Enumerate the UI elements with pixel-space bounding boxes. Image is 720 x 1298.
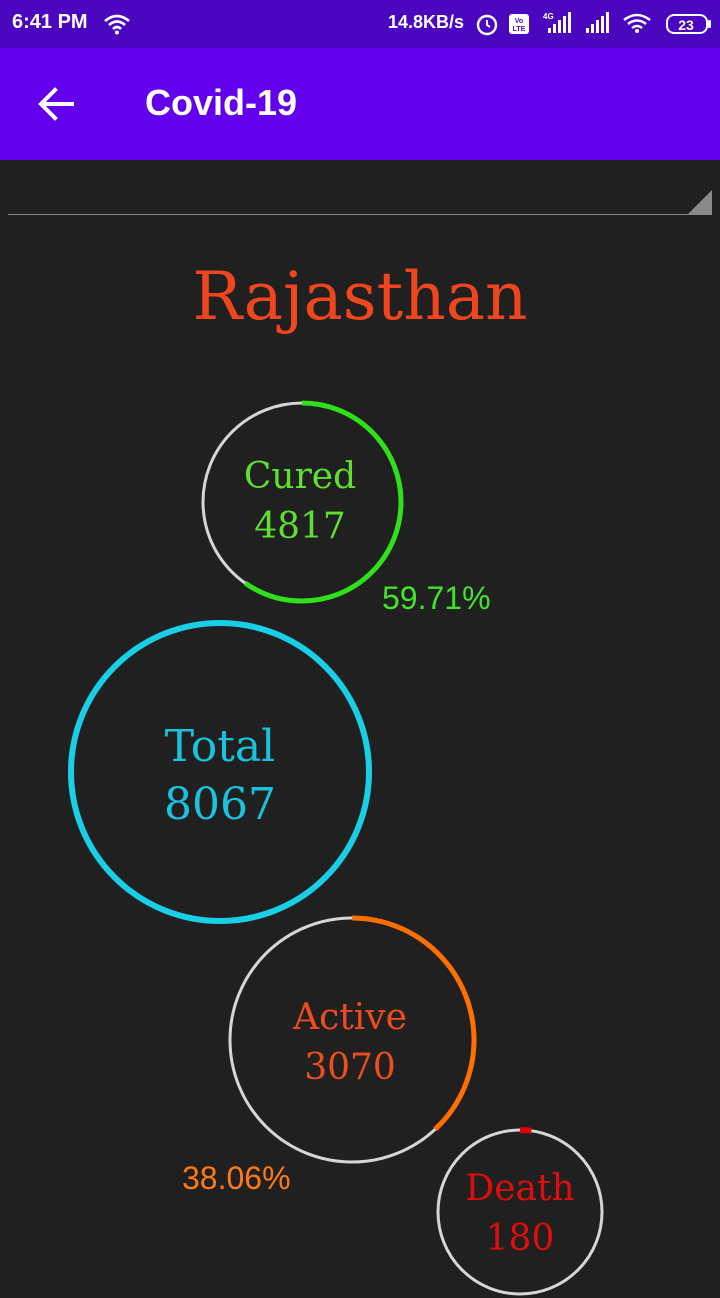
total-value: 8067 [164, 779, 276, 830]
cured-value: 4817 [254, 506, 346, 547]
wifi-icon [104, 14, 130, 35]
4g-signal-icon: 4G [543, 12, 571, 33]
state-name: Rajasthan [192, 258, 528, 335]
total-stat: Total 8067 [70, 718, 370, 834]
cured-label: Cured [243, 456, 357, 497]
dropdown-triangle-icon [688, 190, 712, 214]
active-value: 3070 [304, 1047, 396, 1088]
svg-text:Vo: Vo [515, 18, 523, 25]
svg-text:LTE: LTE [513, 26, 526, 33]
back-button[interactable] [32, 78, 80, 130]
active-ring [227, 915, 477, 1165]
active-ring-progress [227, 915, 477, 1165]
total-ring [68, 620, 372, 924]
alarm-icon [476, 14, 498, 36]
signal-icon [586, 12, 609, 33]
battery-level: 23 [678, 17, 694, 33]
cured-percent: 59.71% [382, 580, 491, 616]
wifi-icon [623, 13, 651, 33]
cured-ring [200, 400, 404, 604]
cured-stat: Cured 4817 [200, 452, 400, 552]
death-value: 180 [485, 1218, 555, 1259]
death-ring-progress [435, 1127, 605, 1297]
status-time: 6:41 PM [12, 11, 88, 33]
active-stat: Active 3070 [230, 993, 470, 1093]
network-speed: 14.8KB/s [388, 12, 465, 32]
battery-icon: 23 [666, 14, 711, 34]
death-stat: Death 180 [440, 1164, 600, 1264]
svg-text:4G: 4G [543, 12, 554, 21]
cured-ring-progress [200, 400, 404, 604]
app-title: Covid-19 [145, 82, 298, 123]
state-selector-underline [8, 214, 712, 215]
arrow-left-icon [38, 87, 74, 121]
total-label: Total [164, 721, 276, 772]
volte-icon: Vo LTE [509, 14, 529, 34]
state-selector[interactable] [8, 160, 712, 218]
active-label: Active [293, 997, 407, 1038]
status-bar: 6:41 PM 14.8KB/s Vo LTE 4G [0, 0, 720, 48]
app-bar: Covid-19 [0, 48, 720, 160]
death-label: Death [465, 1168, 575, 1209]
active-percent: 38.06% [182, 1160, 291, 1196]
status-icons: Vo LTE 4G 23 [476, 12, 711, 36]
total-ring-progress [68, 620, 372, 924]
